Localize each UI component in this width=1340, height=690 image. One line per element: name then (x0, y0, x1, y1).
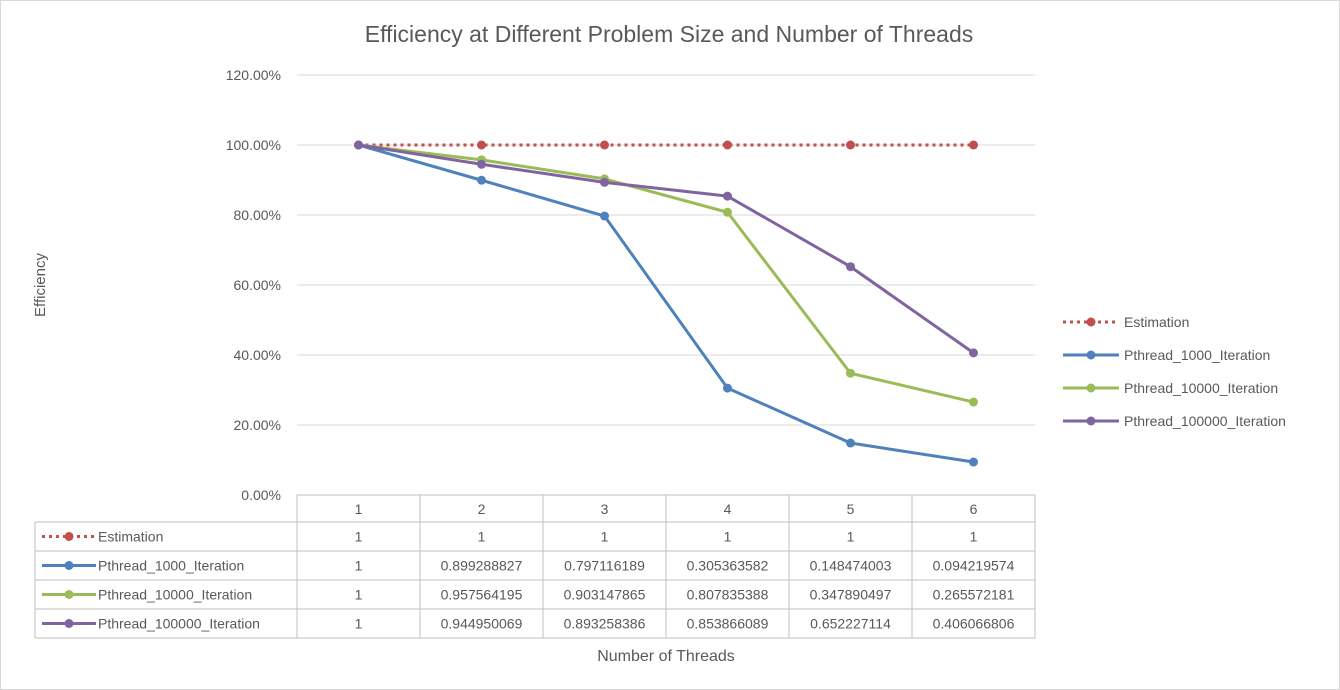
table-cell: 0.797116189 (564, 558, 645, 574)
data-series (354, 140, 978, 467)
table-cell: 1 (724, 529, 732, 545)
gridlines (297, 74, 1035, 426)
data-point (723, 140, 732, 150)
table-series-name: Pthread_1000_Iteration (98, 558, 244, 574)
data-point (477, 175, 486, 185)
y-tick-label: 120.00% (226, 67, 281, 83)
table-cell: 0.893258386 (564, 616, 646, 632)
y-tick-label: 100.00% (226, 137, 281, 153)
y-tick-label: 0.00% (241, 487, 281, 503)
data-point (846, 140, 855, 150)
legend-key (1063, 383, 1119, 393)
data-point (846, 262, 855, 272)
table-cell: 1 (970, 529, 978, 545)
legend-label: Pthread_10000_Iteration (1124, 380, 1278, 396)
data-point (477, 140, 486, 150)
table-series-name: Pthread_100000_Iteration (98, 616, 260, 632)
legend-key (1063, 350, 1119, 360)
table-cell: 0.094219574 (933, 558, 1015, 574)
x-category-label: 4 (724, 501, 732, 517)
legend-key (1063, 317, 1119, 327)
y-tick-label: 20.00% (234, 417, 281, 433)
legend-key (42, 619, 96, 628)
y-axis-tick-labels: 0.00% 20.00% 40.00% 60.00% 80.00% 100.00% 120.… (226, 67, 281, 503)
y-tick-label: 60.00% (234, 277, 281, 293)
table-cell: 0.807835388 (687, 587, 769, 603)
data-point (969, 348, 978, 358)
legend-key (42, 532, 96, 541)
data-point (600, 140, 609, 150)
table-cell: 1 (355, 616, 363, 632)
table-cell: 0.899288827 (441, 558, 523, 574)
legend: Estimation Pthread_1000_Iteration Pthread_… (1063, 314, 1286, 429)
data-point (477, 159, 486, 169)
y-tick-label: 80.00% (234, 207, 281, 223)
table-cell: 1 (478, 529, 486, 545)
data-point (723, 383, 732, 393)
table-cell: 0.903147865 (564, 587, 646, 603)
table-cell: 1 (847, 529, 855, 545)
table-cell: 0.148474003 (810, 558, 892, 574)
series-line (358, 143, 974, 464)
data-point (600, 177, 609, 187)
data-point (969, 140, 978, 150)
chart-title: Efficiency at Different Problem Size and… (365, 21, 974, 47)
table-cell: 0.944950069 (441, 616, 523, 632)
table-series-name: Pthread_10000_Iteration (98, 587, 252, 603)
series-Pthread_10000_Iteration (354, 140, 978, 407)
legend-key (42, 590, 96, 599)
table-series-name: Estimation (98, 529, 163, 545)
x-axis-title: Number of Threads (597, 648, 735, 665)
x-category-label: 3 (601, 501, 609, 517)
y-axis-title: Efficiency (32, 253, 49, 317)
table-cell: 1 (355, 558, 363, 574)
table-cell: 0.347890497 (810, 587, 892, 603)
table-cell: 1 (355, 587, 363, 603)
legend-key (42, 561, 96, 570)
data-point (969, 457, 978, 467)
table-cell: 0.652227114 (810, 616, 891, 632)
table-cell: 0.406066806 (933, 616, 1015, 632)
data-point (846, 368, 855, 378)
table-cell: 1 (355, 529, 363, 545)
table-cell: 1 (601, 529, 609, 545)
table-cell: 0.957564195 (441, 587, 523, 603)
table-cell: 0.853866089 (687, 616, 769, 632)
table-cell: 0.305363582 (687, 558, 769, 574)
data-point (354, 140, 363, 150)
x-category-label: 1 (355, 501, 363, 517)
data-point (723, 191, 732, 201)
data-point (723, 207, 732, 217)
x-category-label: 5 (847, 501, 855, 517)
series-line (358, 143, 974, 404)
y-tick-label: 40.00% (234, 347, 281, 363)
data-point (969, 397, 978, 407)
legend-label: Pthread_1000_Iteration (1124, 347, 1270, 363)
x-category-label: 2 (478, 501, 486, 517)
series-Pthread_100000_Iteration (354, 140, 978, 358)
legend-label: Pthread_100000_Iteration (1124, 413, 1286, 429)
x-category-label: 6 (970, 501, 978, 517)
data-point (846, 438, 855, 448)
legend-key (1063, 416, 1119, 426)
data-point (600, 211, 609, 221)
series-Estimation (354, 140, 978, 150)
data-table: 1 2 3 4 5 6 Estimation 1 1 1 1 1 1 Pthread_1000_Itera… (34, 494, 1036, 639)
legend-label: Estimation (1124, 314, 1189, 330)
series-line (358, 143, 975, 355)
table-cell: 0.265572181 (933, 587, 1015, 603)
